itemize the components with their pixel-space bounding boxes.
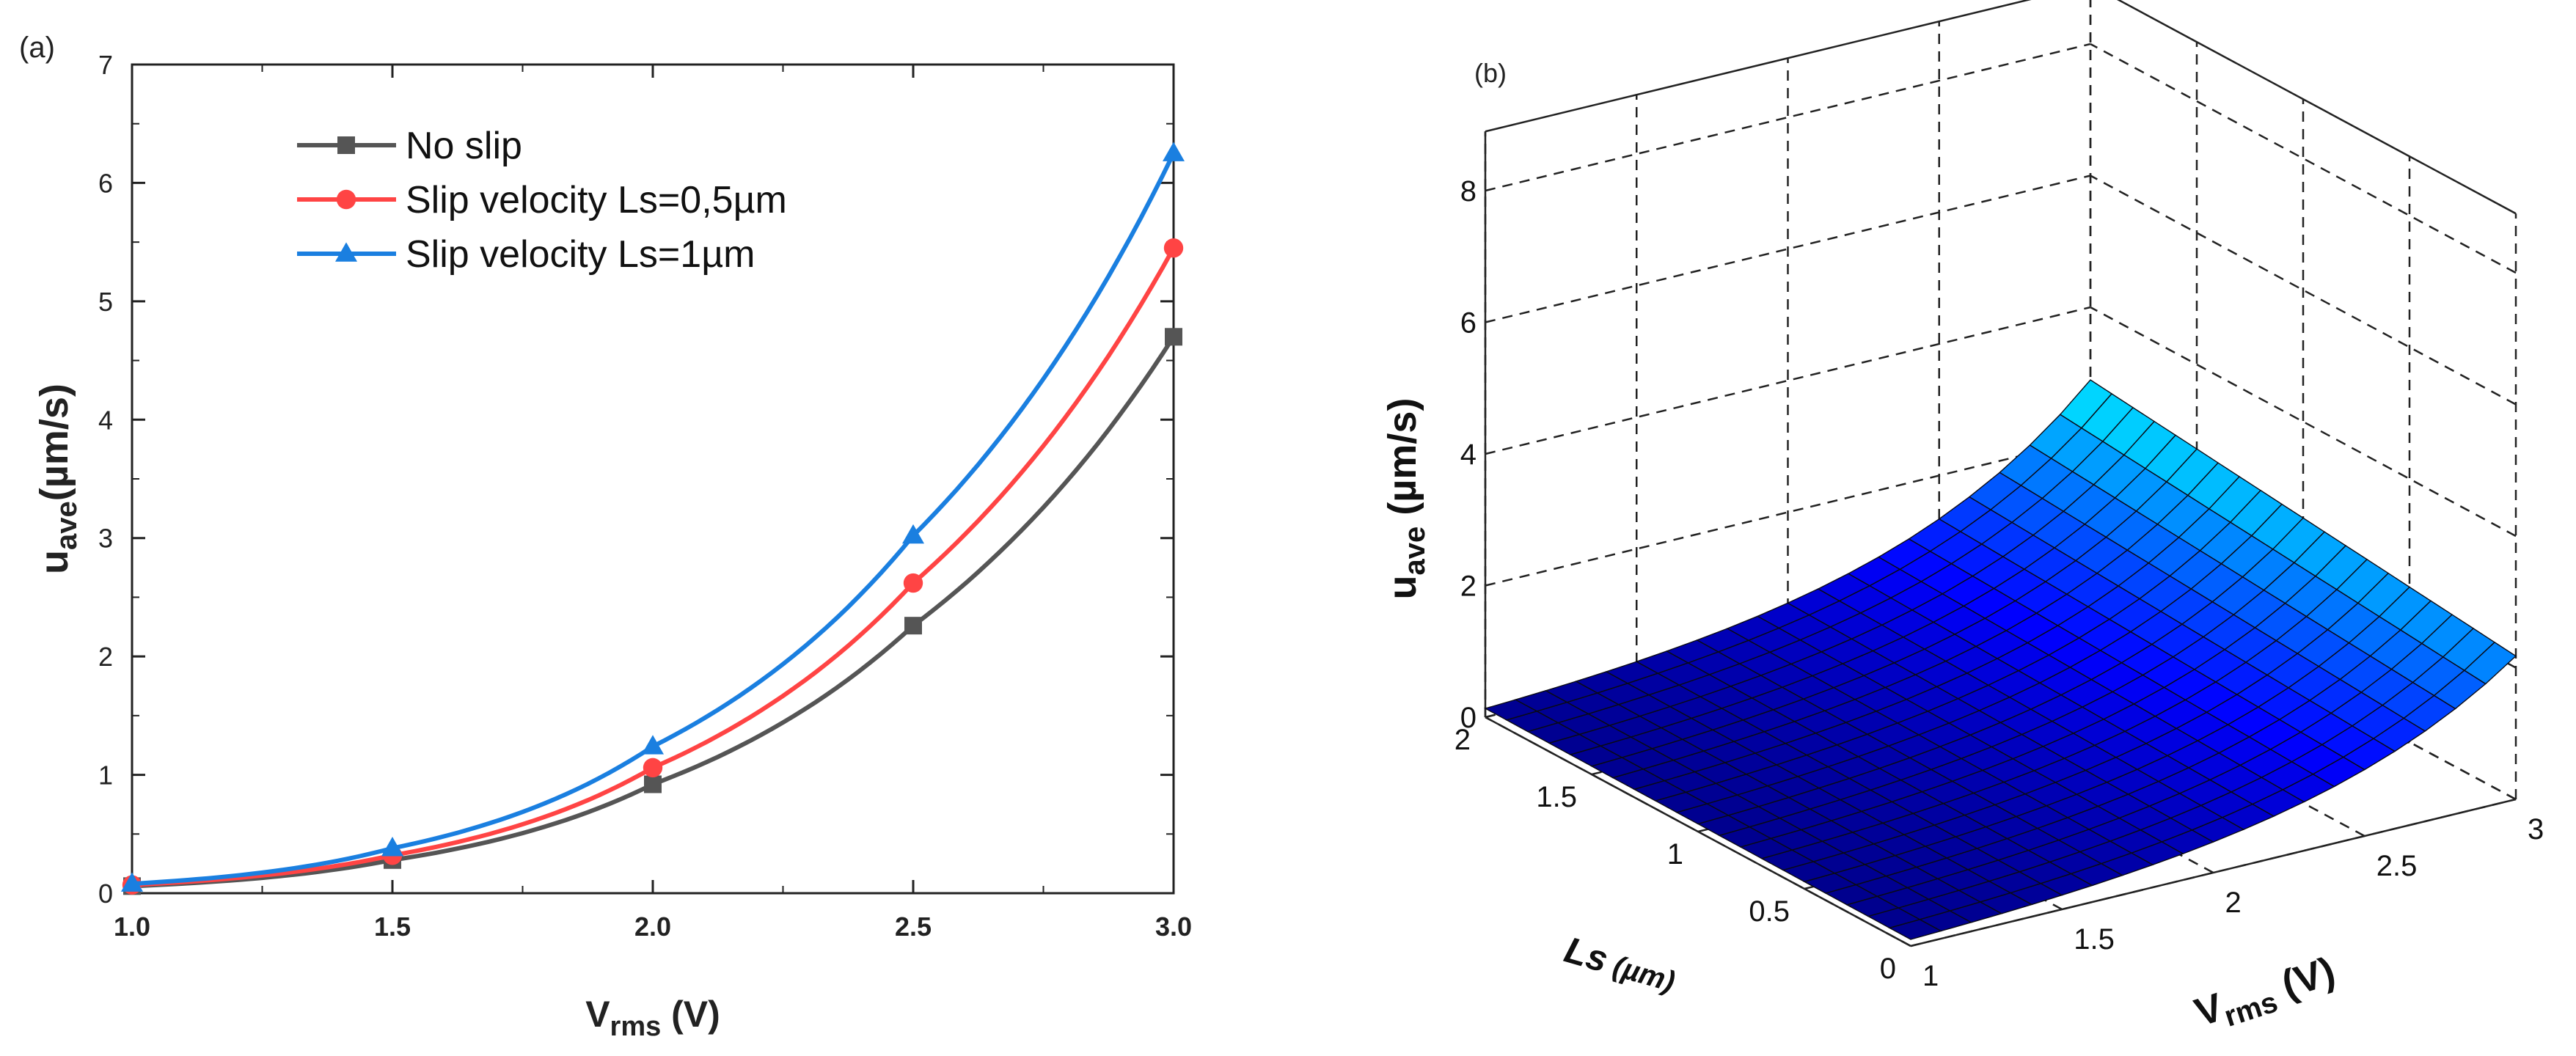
data-point (1163, 238, 1184, 258)
x-tick-label: 3.0 (1155, 912, 1192, 942)
ls-tick-label: 1.5 (1536, 781, 1577, 813)
x-tick-label: 2.0 (634, 912, 671, 942)
ls-tick-label: 0.5 (1749, 895, 1790, 928)
x-tick-label: 2.5 (895, 912, 932, 942)
panel-b-label: (b) (1474, 58, 1507, 88)
v-tick-label: 2.5 (2376, 850, 2418, 882)
series-2 (122, 238, 1184, 895)
legend-entry: No slip (406, 125, 522, 167)
x-axis-ticks: 1.0 1.5 2.0 2.5 3.0 (114, 65, 1192, 942)
data-point (903, 573, 923, 593)
data-point (904, 617, 922, 635)
series-3 (121, 142, 1185, 892)
y-tick-label: 3 (98, 524, 113, 554)
side-wall-gridline (2090, 43, 2517, 274)
z-tick-label: 8 (1460, 175, 1477, 208)
v-tick-label: 3 (2528, 813, 2544, 846)
y-axis-ticks: 0 1 2 3 4 5 6 7 (98, 50, 1174, 909)
x-axis-label: Vrms (V) (585, 994, 720, 1042)
y-tick-label: 0 (98, 879, 113, 909)
series-group (121, 142, 1185, 895)
panel-a-line-chart: (a) 0 1 2 3 4 5 6 7 1.0 1.5 2.0 2.5 3.0 No slip Slip… (19, 32, 1192, 1042)
x-tick-label: 1.0 (114, 912, 150, 942)
legend-marker (337, 136, 355, 154)
y-tick-label: 6 (98, 168, 113, 198)
y-tick-label: 1 (98, 760, 113, 791)
v-tick-label: 2 (2225, 887, 2242, 919)
data-point (642, 735, 664, 755)
v-tick-label: 1 (1922, 960, 1939, 992)
x-axis-label-vrms: Vrms (V) (2189, 949, 2342, 1041)
ls-tick-label: 2 (1455, 724, 1471, 756)
ls-tick-label: 0 (1880, 953, 1896, 985)
data-point (1163, 142, 1185, 161)
legend: No slip Slip velocity Ls=0,5µm Slip veloci… (297, 125, 787, 276)
ls-axis-line (1485, 716, 1911, 947)
data-point (1165, 328, 1182, 346)
v-tick-label: 1.5 (2074, 923, 2115, 956)
y-tick-label: 5 (98, 287, 113, 317)
z-tick-label: 6 (1460, 307, 1477, 340)
legend-marker (336, 189, 356, 210)
x-tick-label: 1.5 (374, 912, 411, 942)
y-tick-label: 7 (98, 50, 113, 80)
data-point (381, 837, 403, 857)
back-wall-gridline (1485, 43, 2091, 192)
series-line (131, 335, 1176, 889)
legend-entry: Slip velocity Ls=0,5µm (406, 179, 787, 221)
y-tick-label: 4 (98, 405, 113, 435)
legend-marker (335, 242, 357, 262)
surface-patch (2059, 379, 2113, 429)
ls-tick-label: 1 (1667, 838, 1683, 870)
z-tick-label: 0 (1460, 702, 1477, 734)
y-tick-label: 2 (98, 642, 113, 672)
legend-entry: Slip velocity Ls=1µm (406, 233, 755, 276)
back-wall-gridline (1485, 438, 2091, 587)
surface (1484, 379, 2517, 940)
y-axis-label: uave(µm/s) (32, 384, 83, 574)
z-tick-label: 2 (1460, 571, 1477, 603)
box-top-edge (2116, 0, 2517, 215)
panel-a-label: (a) (19, 32, 55, 64)
v-axis-line (1910, 798, 2517, 947)
y-axis-label-ls: Ls (µm) (1560, 929, 1680, 1000)
box-top-edge (1485, 0, 2032, 133)
back-wall-gridline (1485, 175, 2091, 323)
floor-gridline (2090, 569, 2517, 801)
side-wall-gridline (2090, 175, 2517, 406)
data-point (643, 758, 663, 778)
z-axis-label: uave (µm/s) (1380, 398, 1431, 600)
series-1 (123, 328, 1182, 895)
back-wall-gridline (1485, 306, 2091, 455)
data-point (121, 872, 143, 892)
data-point (902, 524, 924, 544)
side-wall-gridline (2090, 306, 2517, 538)
data-point (644, 775, 662, 793)
z-tick-label: 4 (1460, 439, 1477, 471)
